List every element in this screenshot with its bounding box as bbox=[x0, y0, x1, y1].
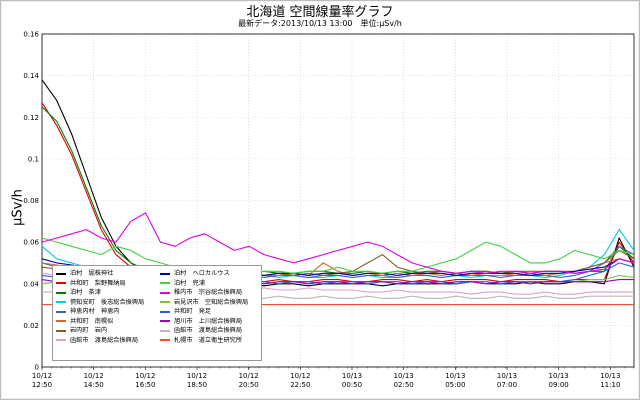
legend-label: 岩内町 岩内 bbox=[70, 327, 108, 335]
x-tick-label-date: 10/13 bbox=[497, 372, 517, 380]
x-tick-label-time: 09:00 bbox=[549, 381, 569, 389]
legend-swatch bbox=[160, 329, 170, 332]
legend-label: 旭川市 上川総合振興局 bbox=[174, 317, 243, 325]
x-tick-label-date: 10/13 bbox=[394, 372, 414, 380]
legend-swatch bbox=[160, 272, 170, 275]
legend-entry: 泊村 ヘロカルウス bbox=[160, 269, 264, 279]
legend-swatch bbox=[160, 301, 170, 304]
x-tick-label-date: 10/13 bbox=[549, 372, 569, 380]
legend-column-right: 泊村 ヘロカルウス 泊村 兜浦稚内市 宗谷総合振興局 岩見沢市 空知総合振興局 共和町… bbox=[160, 269, 264, 345]
legend-entry: 函館市 渡島総合振興局 bbox=[160, 326, 264, 336]
x-tick-label-time: 18:50 bbox=[187, 381, 207, 389]
series-line-9 bbox=[41, 237, 635, 274]
legend-label: 札幌市 道立衛生研究所 bbox=[174, 336, 243, 344]
legend-label: 神恵内村 神恵内 bbox=[70, 308, 120, 316]
x-tick-label-date: 10/12 bbox=[290, 372, 310, 380]
x-tick-label-time: 22:50 bbox=[290, 381, 310, 389]
legend-label: 共和町 南幌似 bbox=[70, 317, 114, 325]
x-tick-label-time: 20:50 bbox=[239, 381, 259, 389]
x-tick-label-time: 14:50 bbox=[84, 381, 104, 389]
x-tick-label-time: 12:50 bbox=[32, 381, 52, 389]
x-tick-label-time: 11:10 bbox=[600, 381, 620, 389]
legend-entry: 岩内町 岩内 bbox=[56, 326, 160, 336]
x-tick-label-date: 10/12 bbox=[239, 372, 259, 380]
legend-label: 倶知安町 後志総合振興局 bbox=[70, 298, 145, 306]
x-tick-label-date: 10/12 bbox=[135, 372, 155, 380]
legend-label: 稚内市 宗谷総合振興局 bbox=[174, 289, 243, 297]
legend-swatch bbox=[160, 320, 170, 323]
legend-swatch bbox=[56, 310, 66, 313]
y-tick-label: 0.06 bbox=[23, 239, 39, 247]
y-tick-label: 0.16 bbox=[23, 31, 39, 39]
legend-entry: 旭川市 上川総合振興局 bbox=[160, 317, 264, 327]
legend-label: 泊村 茶津 bbox=[70, 289, 101, 297]
chart-title: 北海道 空間線量率グラフ bbox=[246, 5, 394, 20]
y-tick-label: 0.1 bbox=[28, 155, 39, 163]
legend-entry: 共和町 梨野舞納局 bbox=[56, 279, 160, 289]
legend-entry: 稚内市 宗谷総合振興局 bbox=[160, 288, 264, 298]
x-tick-label-time: 05:00 bbox=[445, 381, 465, 389]
legend-swatch bbox=[160, 310, 170, 313]
legend-entry: 泊村 堀株神社 bbox=[56, 269, 160, 279]
legend-swatch bbox=[56, 339, 66, 342]
x-tick-label-date: 10/12 bbox=[32, 372, 52, 380]
legend-swatch bbox=[56, 272, 66, 275]
x-tick-label-date: 10/12 bbox=[84, 372, 104, 380]
legend-column-left: 泊村 堀株神社 共和町 梨野舞納局 泊村 茶津 倶知安町 後志総合振興局 神恵内村 神恵… bbox=[56, 269, 160, 345]
legend-entry: 岩見沢市 空知総合振興局 bbox=[160, 298, 264, 308]
legend-label: 泊村 堀株神社 bbox=[70, 270, 114, 278]
x-tick-label-time: 02:50 bbox=[394, 381, 414, 389]
y-tick-label: 0.12 bbox=[23, 114, 39, 122]
y-tick-label: 0.08 bbox=[23, 197, 39, 205]
legend-label: 共和町 梨野舞納局 bbox=[70, 279, 126, 287]
x-tick-label-time: 00:50 bbox=[342, 381, 362, 389]
legend-swatch bbox=[56, 291, 66, 294]
chart-legend: 泊村 堀株神社 共和町 梨野舞納局 泊村 茶津 倶知安町 後志総合振興局 神恵内村 神恵… bbox=[52, 265, 262, 361]
legend-swatch bbox=[56, 329, 66, 332]
legend-swatch bbox=[160, 282, 170, 285]
legend-swatch bbox=[56, 320, 66, 323]
y-tick-label: 0.14 bbox=[23, 72, 39, 80]
series-line-10 bbox=[41, 212, 635, 274]
chart-subtitle: 最新データ:2013/10/13 13:00 単位:μSv/h bbox=[238, 19, 402, 28]
legend-swatch bbox=[56, 282, 66, 285]
legend-swatch bbox=[56, 301, 66, 304]
x-tick-label-date: 10/13 bbox=[445, 372, 465, 380]
legend-entry: 泊村 兜浦 bbox=[160, 279, 264, 289]
legend-entry: 共和町 発足 bbox=[160, 307, 264, 317]
y-tick-label: 0.02 bbox=[23, 322, 39, 330]
x-tick-label-date: 10/13 bbox=[600, 372, 620, 380]
plot-border bbox=[41, 33, 635, 368]
legend-entry: 函館市 渡島総合振興局 bbox=[56, 336, 160, 346]
legend-entry: 泊村 茶津 bbox=[56, 288, 160, 298]
y-tick-label: 0 bbox=[35, 364, 39, 372]
legend-label: 函館市 渡島総合振興局 bbox=[70, 336, 139, 344]
legend-label: 函館市 渡島総合振興局 bbox=[174, 327, 243, 335]
legend-label: 岩見沢市 空知総合振興局 bbox=[174, 298, 249, 306]
legend-entry: 倶知安町 後志総合振興局 bbox=[56, 298, 160, 308]
legend-entry: 札幌市 道立衛生研究所 bbox=[160, 336, 264, 346]
legend-label: 泊村 兜浦 bbox=[174, 279, 205, 287]
x-tick-label-time: 07:00 bbox=[497, 381, 517, 389]
x-tick-label-date: 10/13 bbox=[342, 372, 362, 380]
legend-label: 共和町 発足 bbox=[174, 308, 212, 316]
x-tick-label-date: 10/12 bbox=[187, 372, 207, 380]
legend-entry: 神恵内村 神恵内 bbox=[56, 307, 160, 317]
legend-swatch bbox=[160, 339, 170, 342]
x-tick-label-time: 16:50 bbox=[135, 381, 155, 389]
y-tick-label: 0.04 bbox=[23, 280, 39, 288]
legend-swatch bbox=[160, 291, 170, 294]
legend-label: 泊村 ヘロカルウス bbox=[174, 270, 230, 278]
legend-entry: 共和町 南幌似 bbox=[56, 317, 160, 327]
